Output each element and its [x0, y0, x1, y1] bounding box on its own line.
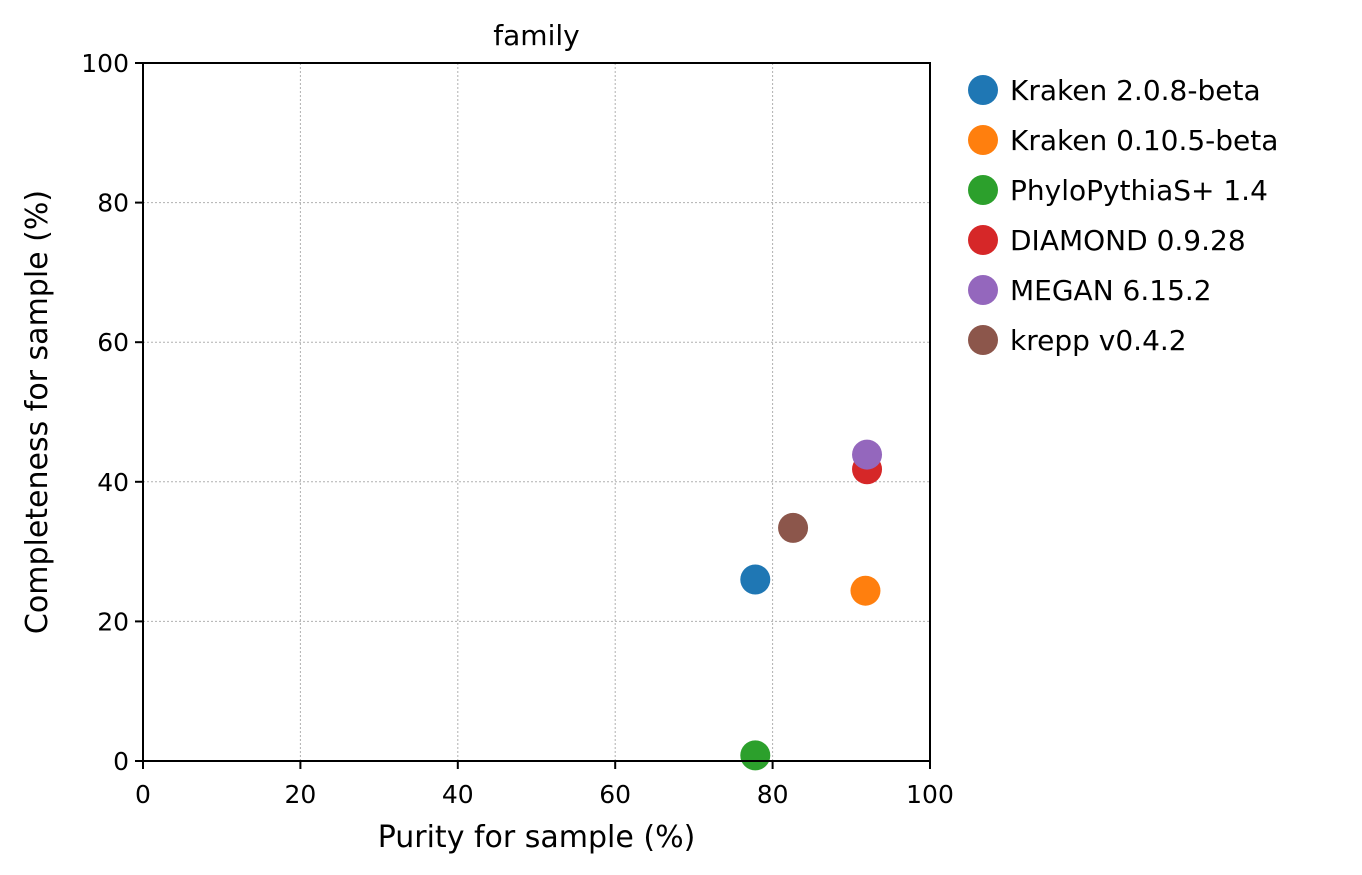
legend-label: krepp v0.4.2: [1010, 324, 1187, 357]
data-point: [778, 512, 809, 543]
legend-marker: [968, 275, 998, 305]
legend-label: Kraken 0.10.5-beta: [1010, 124, 1278, 157]
y-tick-label: 60: [97, 328, 129, 357]
x-axis-label: Purity for sample (%): [378, 820, 696, 855]
y-tick-label: 0: [113, 747, 129, 776]
chart-title: family: [493, 19, 579, 52]
x-tick-label: 0: [135, 780, 151, 809]
y-tick-label: 40: [97, 468, 129, 497]
x-tick-label: 40: [442, 780, 474, 809]
legend-marker: [968, 125, 998, 155]
grid: [143, 63, 930, 761]
data-point: [740, 564, 771, 595]
legend: Kraken 2.0.8-beta Kraken 0.10.5-beta Phylo…: [968, 74, 1278, 357]
x-tick-label: 60: [599, 780, 631, 809]
y-tick-label: 80: [97, 189, 129, 218]
axes-frame: [142, 62, 931, 762]
data-point: [740, 740, 771, 771]
data-point: [852, 439, 883, 470]
y-axis-ticks: 0 20 40 60 80 100: [81, 49, 143, 776]
x-tick-label: 20: [284, 780, 316, 809]
legend-label: Kraken 2.0.8-beta: [1010, 74, 1261, 107]
y-tick-label: 100: [81, 49, 129, 78]
legend-marker: [968, 225, 998, 255]
legend-label: PhyloPythiaS+ 1.4: [1010, 174, 1268, 207]
x-tick-label: 100: [906, 780, 954, 809]
y-tick-label: 20: [97, 607, 129, 636]
y-axis-label: Completeness for sample (%): [20, 190, 55, 634]
legend-marker: [968, 175, 998, 205]
data-point: [850, 575, 881, 606]
x-tick-label: 80: [757, 780, 789, 809]
legend-marker: [968, 75, 998, 105]
legend-label: DIAMOND 0.9.28: [1010, 224, 1246, 257]
legend-marker: [968, 325, 998, 355]
data-points: [740, 439, 883, 771]
legend-label: MEGAN 6.15.2: [1010, 274, 1212, 307]
x-axis-ticks: 0 20 40 60 80 100: [135, 761, 954, 809]
